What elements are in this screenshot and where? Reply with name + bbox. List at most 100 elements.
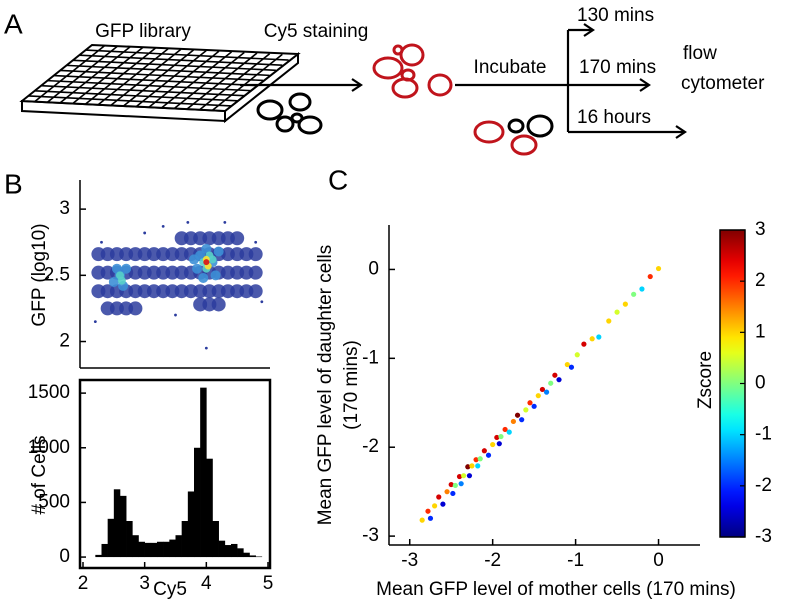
bar xyxy=(212,521,219,558)
bar xyxy=(224,545,232,558)
data-point xyxy=(465,464,471,470)
y-tick-label: 1000 xyxy=(28,437,70,458)
data-point xyxy=(208,255,217,264)
bar xyxy=(255,556,263,558)
plate-grid xyxy=(161,51,233,109)
data-point xyxy=(143,231,147,235)
panel-label: C xyxy=(328,164,348,195)
bar xyxy=(175,535,182,558)
panel-label: A xyxy=(4,8,23,39)
data-point xyxy=(230,231,245,246)
bar xyxy=(107,518,115,558)
plate-grid xyxy=(59,46,131,104)
bar xyxy=(169,539,176,558)
data-point xyxy=(655,265,662,272)
data-point xyxy=(458,481,464,487)
data-point xyxy=(432,503,438,509)
x-tick-label: 5 xyxy=(263,573,274,594)
y-tick-label: -1 xyxy=(362,347,379,368)
plate-grid xyxy=(199,53,271,111)
y-tick-label: 0 xyxy=(368,258,379,279)
data-point xyxy=(254,240,258,244)
colorbar-tick-label: 1 xyxy=(755,321,766,342)
data-point xyxy=(523,407,529,413)
y-tick-label: -3 xyxy=(362,525,379,546)
bar xyxy=(200,387,207,558)
data-point xyxy=(622,301,628,307)
data-point xyxy=(581,341,587,347)
data-point xyxy=(186,220,190,224)
data-point xyxy=(514,412,521,418)
data-point xyxy=(485,452,492,458)
data-point xyxy=(496,441,502,447)
data-point xyxy=(568,364,575,370)
bar xyxy=(187,491,195,558)
plate-grid xyxy=(110,48,182,106)
data-point xyxy=(639,286,645,292)
data-point xyxy=(189,254,199,265)
data-point xyxy=(93,320,97,324)
plate-grid xyxy=(41,84,245,97)
colorbar-tick-label: 3 xyxy=(755,219,766,240)
data-point xyxy=(574,352,580,358)
step-label: Cy5 staining xyxy=(264,21,369,42)
plate-grid xyxy=(84,47,156,105)
data-point xyxy=(203,259,210,266)
bar xyxy=(206,458,213,558)
bar xyxy=(101,543,108,558)
bar xyxy=(157,541,164,558)
data-point xyxy=(543,389,550,395)
y-tick-label: 2 xyxy=(59,331,70,352)
data-point xyxy=(248,284,263,299)
data-point xyxy=(260,300,264,304)
plate-grid xyxy=(34,45,106,103)
plate-grid xyxy=(148,50,220,108)
y-axis-label: Mean GFP level of daughter cells xyxy=(315,245,336,526)
bar xyxy=(181,521,189,558)
data-point xyxy=(473,457,479,463)
plate-grid xyxy=(97,48,169,106)
data-point xyxy=(461,473,467,479)
colorbar-tick-label: -2 xyxy=(755,475,772,496)
colorbar-tick-label: -1 xyxy=(755,424,772,445)
step-label: Incubate xyxy=(474,57,547,78)
bar xyxy=(243,552,250,558)
data-point xyxy=(490,441,496,448)
plate-grid xyxy=(72,46,144,105)
data-point xyxy=(204,346,208,350)
plate-grid xyxy=(46,45,118,103)
data-point xyxy=(475,463,481,469)
bar xyxy=(95,554,102,558)
data-point xyxy=(223,220,227,224)
y-tick-label: 1500 xyxy=(28,382,70,403)
data-point xyxy=(477,456,483,462)
arrows xyxy=(240,23,687,139)
data-point xyxy=(539,386,546,393)
data-point xyxy=(444,489,450,495)
plate-grid xyxy=(60,69,264,82)
y-tick-label: 500 xyxy=(38,491,70,512)
data-point xyxy=(121,263,132,274)
bar xyxy=(218,540,226,558)
bar xyxy=(163,541,170,558)
colorbar-tick-label: 2 xyxy=(755,270,766,291)
data-point xyxy=(108,276,119,287)
colorbar-tick-label: -3 xyxy=(755,526,772,547)
x-tick-label: 3 xyxy=(139,573,150,594)
plate-grid xyxy=(34,90,238,102)
data-point xyxy=(548,380,554,386)
data-point xyxy=(596,334,602,340)
data-point xyxy=(213,246,224,257)
data-point xyxy=(535,393,541,399)
data-point xyxy=(556,377,562,383)
plate-grid xyxy=(47,79,251,92)
x-tick-label: -3 xyxy=(401,550,418,571)
y-tick-label: -2 xyxy=(362,436,379,457)
data-point xyxy=(510,418,516,425)
data-point xyxy=(647,273,653,280)
plate-grid xyxy=(211,53,283,111)
x-tick-label: -2 xyxy=(484,550,501,571)
data-point xyxy=(498,433,504,440)
data-point xyxy=(248,247,263,262)
y-tick-label: 3 xyxy=(59,198,70,219)
